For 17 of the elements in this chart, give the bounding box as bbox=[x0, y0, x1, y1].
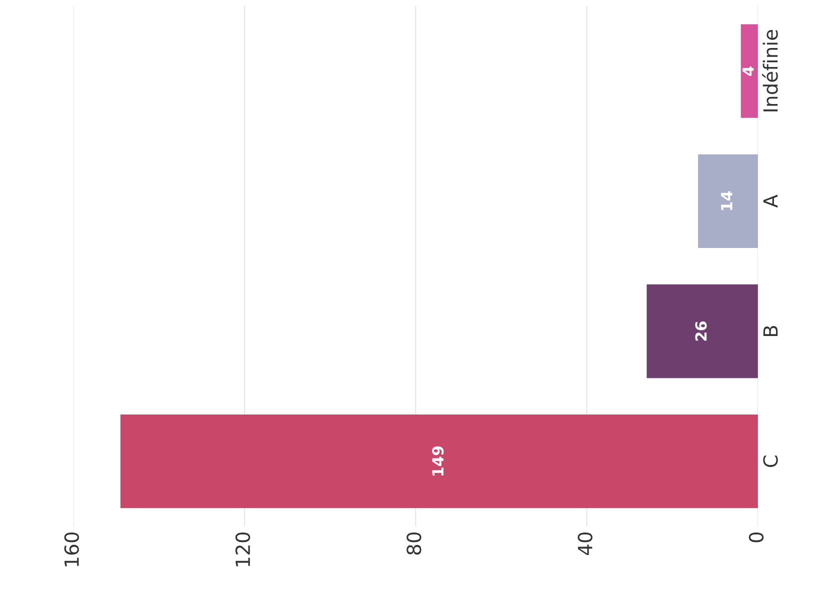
data-label: 26 bbox=[695, 321, 707, 341]
bar bbox=[740, 24, 758, 118]
bar bbox=[646, 284, 758, 378]
x-tick-label: 80 bbox=[406, 532, 422, 555]
x-tick-label: 120 bbox=[235, 532, 250, 566]
y-tick-label: A bbox=[763, 194, 778, 208]
data-label: 14 bbox=[721, 191, 732, 210]
bar bbox=[698, 154, 758, 248]
y-tick-label: B bbox=[763, 326, 778, 336]
bar bbox=[120, 414, 758, 508]
x-tick-label: 0 bbox=[748, 532, 764, 542]
y-tick-label: Indéfinie bbox=[762, 30, 778, 112]
data-label: 4 bbox=[742, 66, 754, 76]
x-tick-label: 40 bbox=[578, 532, 592, 556]
data-label: 149 bbox=[432, 446, 444, 476]
y-tick-label: C bbox=[763, 456, 778, 468]
x-tick-label: 160 bbox=[64, 532, 79, 566]
